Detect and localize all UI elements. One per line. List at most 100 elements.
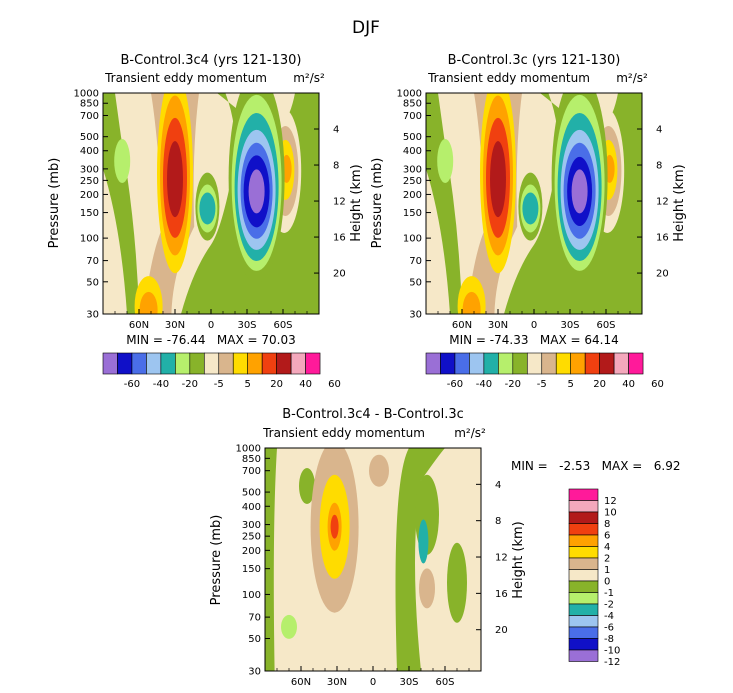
y2-tick-label: 12 [495,553,508,564]
y-tick-label: 1000 [236,444,261,455]
y2-tick-label: 4 [656,125,662,136]
y2-tick-label: 20 [495,625,508,636]
colorbar-swatch [512,352,528,375]
contour-band-upper-pos-20 [462,291,481,314]
colorbar-label: -20 [182,379,198,390]
panel-title: B-Control.3c (yrs 121-130) [448,53,621,68]
contour-band-neg-1-upper [281,614,297,639]
contour-band-neg-2-40s [418,519,429,564]
y-tick-label: 70 [86,256,99,267]
y-tick-label: 30 [248,667,261,678]
colorbar-swatch [599,352,615,375]
colorbar-swatch [469,352,485,375]
y2-tick-label: 16 [656,233,669,244]
y2-tick-label: 8 [656,161,662,172]
y2-axis-label: Height (km) [672,164,687,241]
x-tick-label: 60S [273,320,292,331]
contour-band-pos-6-30n [330,514,339,539]
colorbar-swatch [425,352,441,375]
colorbar-label: -5 [537,379,547,390]
contour-band-neg-1-low [299,468,315,504]
colorbar-swatch [232,352,248,375]
colorbar-swatch [146,352,162,375]
colorbar-swatch [613,352,629,375]
colorbar-label: 4 [604,542,610,553]
colorbar-swatch [454,352,470,375]
colorbar-label: -4 [604,611,614,622]
colorbar-swatch [570,352,586,375]
y-tick-label: 850 [403,99,422,110]
contour-band-eq-neg-20 [199,192,216,225]
y-tick-label: 1000 [397,89,422,100]
min-max-text: MIN = -74.33 MAX = 64.14 [449,333,619,347]
x-tick-label: 0 [370,677,376,688]
panel-subtitle: Transient eddy momentum [262,426,425,440]
y2-axis-label: Height (km) [511,521,526,598]
x-tick-label: 60N [129,320,149,331]
y-tick-label: 300 [80,164,99,175]
y2-tick-label: 4 [333,125,339,136]
colorbar-swatch [261,352,277,375]
colorbar-swatch [247,352,263,375]
colorbar-label: 40 [622,379,635,390]
colorbar-swatch [568,638,599,651]
y-tick-label: 200 [80,190,99,201]
x-tick-label: 30N [327,677,347,688]
y-tick-label: 150 [242,564,261,575]
x-tick-label: 60N [452,320,472,331]
colorbar-label: -8 [604,634,614,645]
colorbar-label: 60 [328,379,341,390]
colorbar-swatch [568,488,599,501]
panel-title: B-Control.3c4 (yrs 121-130) [121,53,302,68]
y2-tick-label: 12 [333,197,346,208]
colorbar-swatch [568,592,599,605]
y2-tick-label: 20 [656,269,669,280]
x-tick-label: 30S [237,320,256,331]
panel-subtitle: Transient eddy momentum [104,71,267,85]
colorbar-swatch [175,352,191,375]
x-tick-label: 60N [291,677,311,688]
colorbar-swatch [568,557,599,570]
y-tick-label: 200 [242,546,261,557]
y2-tick-label: 16 [495,589,508,600]
colorbar-swatch [189,352,205,375]
y-tick-label: 300 [242,520,261,531]
colorbar-swatch [102,352,118,375]
contour-fills [103,93,319,314]
contour-fills [426,93,642,314]
x-tick-label: 30S [560,320,579,331]
contour-band-neg-5-north [426,93,462,314]
colorbar-swatch [305,352,321,375]
y-tick-label: 700 [403,111,422,122]
colorbar-swatch [568,580,599,593]
colorbar-label: -10 [604,646,620,657]
contour-band-neg-5-north [103,93,139,314]
x-tick-label: 30S [399,677,418,688]
y2-tick-label: 16 [333,233,346,244]
colorbar-swatch [568,569,599,582]
y-tick-label: 700 [80,111,99,122]
contour-band-35s-neg-70 [571,169,588,214]
colorbar-label: 1 [604,565,610,576]
colorbar-label: 5 [568,379,574,390]
colorbar-label: -40 [476,379,492,390]
colorbar-label: 40 [299,379,312,390]
contour-band-neg-1-60s [447,542,467,623]
y-tick-label: 850 [80,99,99,110]
contour-fills [265,448,481,671]
y-tick-label: 250 [80,176,99,187]
y-tick-label: 70 [409,256,422,267]
y2-axis-label: Height (km) [349,164,364,241]
colorbar-swatch [568,603,599,616]
colorbar-swatch [568,534,599,547]
colorbar-label: 8 [604,519,610,530]
contour-band-upper-pos-20 [139,291,158,314]
panel-title: B-Control.3c4 - B-Control.3c [282,407,464,422]
x-tick-label: 30N [165,320,185,331]
colorbar-swatch [290,352,306,375]
y-tick-label: 250 [403,176,422,187]
y2-tick-label: 12 [656,197,669,208]
y-tick-label: 700 [242,466,261,477]
